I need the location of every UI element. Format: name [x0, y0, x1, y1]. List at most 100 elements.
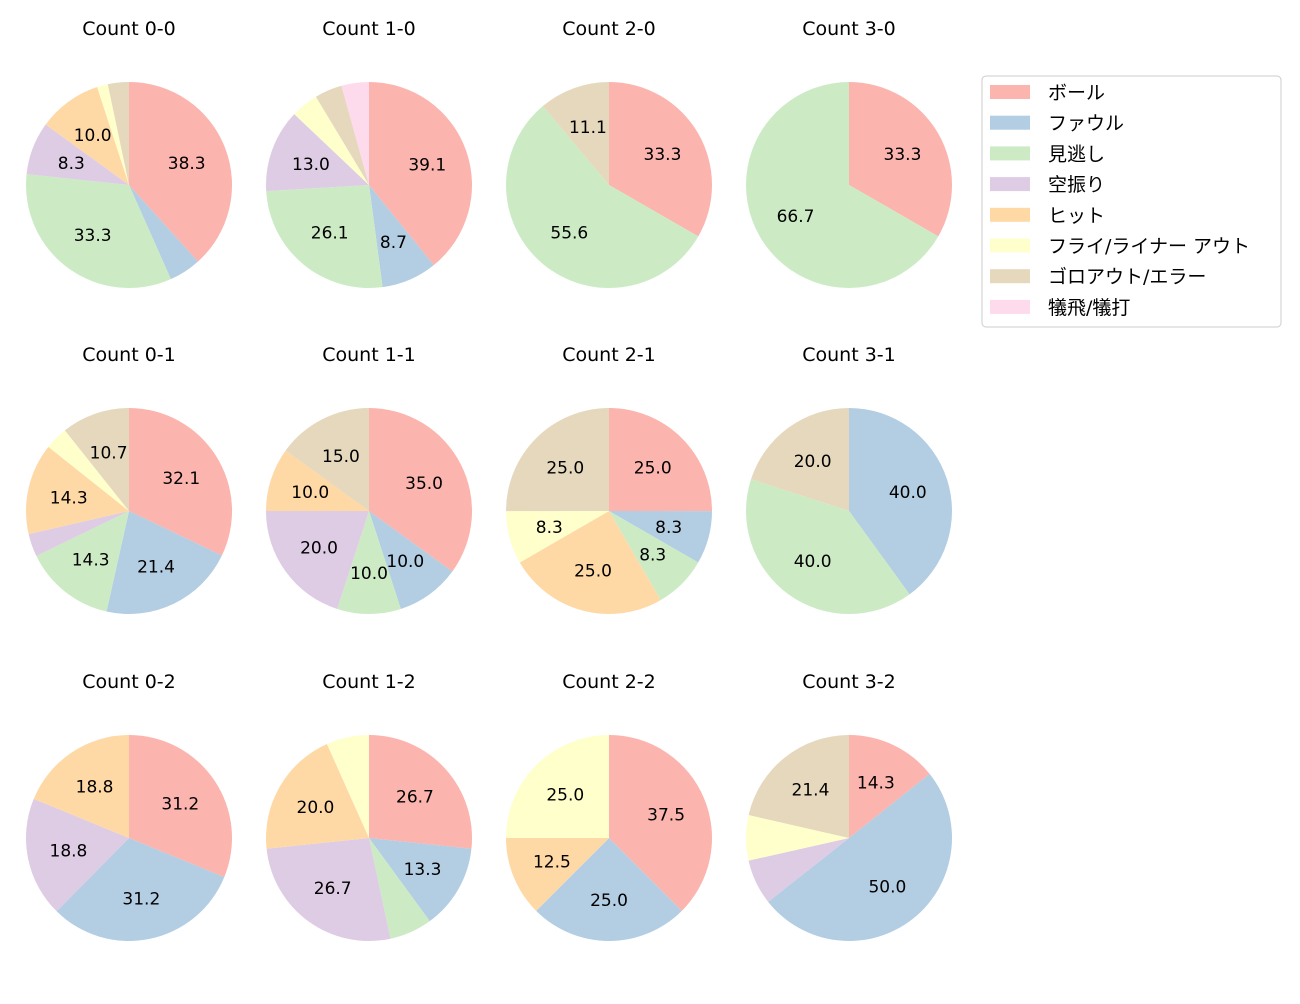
- slice-label: 38.3: [168, 154, 206, 174]
- slice-label: 18.8: [76, 778, 114, 798]
- pie-slice-2: [506, 106, 699, 288]
- pie-slice-1: [849, 408, 953, 595]
- slice-label: 50.0: [868, 877, 906, 897]
- pie-slice-2: [36, 511, 129, 612]
- legend-label: ファウル: [1048, 113, 1124, 135]
- slice-label: 37.5: [647, 805, 685, 825]
- slice-label: 20.0: [794, 452, 832, 472]
- pie-slice-0: [369, 408, 472, 572]
- pie-slice-2: [745, 82, 939, 288]
- slice-label: 10.0: [291, 483, 329, 503]
- slice-label: 8.3: [655, 518, 682, 538]
- pie-slice-0: [129, 407, 233, 556]
- slice-label: 15.0: [322, 447, 360, 467]
- pie-slice-3: [266, 838, 391, 941]
- pie-slice-6: [107, 82, 129, 185]
- pie-slice-4: [266, 450, 369, 511]
- pie-slice-2: [609, 511, 699, 601]
- slice-label: 31.2: [122, 890, 160, 910]
- slice-label: 55.6: [550, 223, 588, 243]
- pie-slice-6: [315, 85, 369, 185]
- legend-label: 犠飛/犠打: [1048, 297, 1130, 319]
- pie-slice-5: [506, 511, 609, 563]
- slice-label: 14.3: [857, 773, 895, 793]
- pie-slice-0: [609, 408, 712, 512]
- slice-label: 33.3: [884, 145, 922, 165]
- pie-title: Count 2-2: [562, 671, 656, 693]
- pie-slice-2: [266, 185, 383, 288]
- legend-label: ゴロアウト/エラー: [1048, 266, 1206, 288]
- slice-label: 10.7: [90, 444, 128, 464]
- slice-label: 8.7: [380, 233, 407, 253]
- legend-label: ヒット: [1048, 205, 1105, 227]
- slice-label: 35.0: [405, 474, 443, 494]
- pie-slice-1: [56, 838, 225, 942]
- pie-slice-6: [506, 408, 609, 512]
- pie-title: Count 1-1: [322, 344, 416, 366]
- slice-label: 31.2: [161, 795, 199, 815]
- slice-label: 26.7: [314, 879, 352, 899]
- slice-label: 11.1: [569, 118, 607, 138]
- legend-label: 見逃し: [1048, 143, 1105, 165]
- slice-label: 20.0: [300, 538, 338, 558]
- slice-label: 8.3: [58, 154, 85, 174]
- pie-slice-5: [326, 735, 369, 838]
- pie-slice-1: [536, 838, 682, 941]
- pie-slice-7: [341, 82, 369, 185]
- pie-slice-4: [33, 735, 129, 838]
- pie-slice-0: [609, 82, 712, 237]
- pie-slice-0: [129, 82, 232, 262]
- slice-label: 21.4: [137, 558, 175, 578]
- pie-slice-4: [519, 511, 661, 614]
- legend: [981, 75, 1282, 328]
- pie-slice-4: [25, 446, 130, 535]
- pie-slice-5: [48, 430, 130, 511]
- pie-slice-5: [746, 815, 849, 861]
- pie-title: Count 3-1: [802, 344, 896, 366]
- legend-swatch: [990, 207, 1030, 222]
- pie-slice-1: [369, 185, 434, 288]
- legend-swatch: [990, 115, 1030, 130]
- slice-label: 18.8: [50, 841, 88, 861]
- legend-swatch: [990, 238, 1030, 253]
- slice-label: 25.0: [590, 891, 628, 911]
- pie-title: Count 3-2: [802, 671, 896, 693]
- pie-slice-6: [64, 408, 129, 511]
- pie-title: Count 1-0: [322, 18, 416, 40]
- pie-slice-4: [265, 743, 369, 849]
- pie-title: Count 2-0: [562, 18, 656, 40]
- pie-slice-0: [129, 735, 232, 878]
- pie-slice-0: [369, 735, 473, 849]
- pie-title: Count 2-1: [562, 344, 656, 366]
- pie-slice-1: [609, 511, 712, 563]
- pie-slice-0: [849, 82, 953, 237]
- pie-slice-3: [25, 798, 129, 912]
- legend-label: フライ/ライナー アウト: [1048, 236, 1250, 258]
- slice-label: 26.1: [311, 224, 349, 244]
- slice-label: 26.7: [396, 788, 434, 808]
- legend-label: ボール: [1048, 82, 1105, 104]
- pie-slice-3: [28, 511, 129, 557]
- slice-label: 8.3: [639, 546, 666, 566]
- pie-slice-5: [97, 84, 129, 185]
- slice-label: 32.1: [162, 469, 200, 489]
- pie-title: Count 0-0: [82, 18, 176, 40]
- slice-label: 10.0: [350, 564, 388, 584]
- pie-slice-5: [294, 96, 369, 185]
- slice-label: 10.0: [386, 552, 424, 572]
- pie-slice-6: [751, 408, 849, 511]
- slice-label: 14.3: [50, 488, 88, 508]
- pie-slice-2: [337, 511, 401, 614]
- legend-swatch: [990, 299, 1030, 314]
- pie-slice-2: [746, 479, 910, 614]
- slice-label: 13.3: [404, 860, 442, 880]
- pie-slice-3: [266, 511, 369, 609]
- slice-label: 25.0: [546, 458, 584, 478]
- pie-slice-6: [542, 82, 609, 185]
- slice-label: 25.0: [574, 562, 612, 582]
- pie-slice-1: [369, 838, 472, 922]
- legend-label: 空振り: [1048, 174, 1105, 196]
- pie-slice-3: [748, 838, 849, 902]
- pie-slice-1: [369, 511, 453, 609]
- slice-label: 21.4: [792, 781, 830, 801]
